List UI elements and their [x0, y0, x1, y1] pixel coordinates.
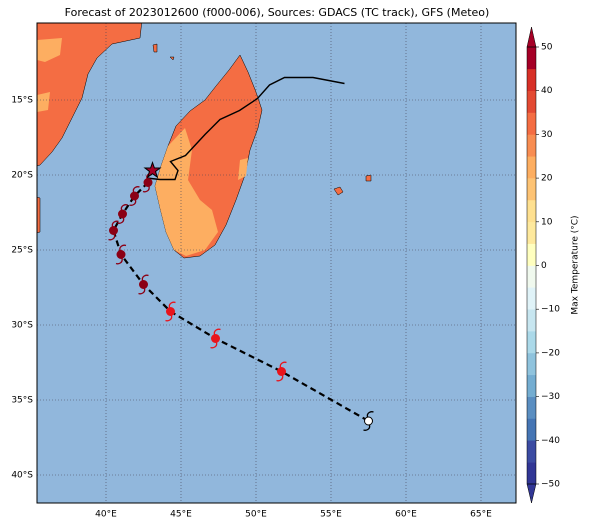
colorbar-tick-label: 50 — [541, 43, 553, 53]
cyclone-eye — [139, 280, 148, 289]
cyclone-arm — [276, 361, 287, 382]
cyclone-arm — [138, 274, 149, 295]
map-title: Forecast of 2023012600 (f000-006), Sourc… — [65, 6, 490, 19]
ocean — [37, 23, 516, 503]
colorbar-tick-label: 40 — [541, 86, 553, 96]
colorbar-tick-label: 30 — [541, 130, 553, 140]
cyclone-eye — [118, 209, 127, 219]
forecast-track — [112, 181, 370, 422]
cyclone-eye — [130, 191, 139, 201]
colorbar-band — [527, 112, 536, 135]
africa — [37, 23, 142, 167]
lat-tick-label: 40°S — [11, 471, 33, 481]
colorbar-label: Max Temperature (°C) — [571, 215, 581, 314]
cyclone-symbol — [115, 244, 127, 265]
cyclone-arm — [108, 220, 119, 241]
lat-tick-label: 35°S — [11, 396, 33, 406]
lon-tick-label: 55°E — [320, 510, 342, 520]
colorbar-band — [527, 47, 536, 70]
colorbar-tick-label: −30 — [541, 392, 560, 402]
colorbar-extend-min — [526, 483, 537, 504]
colorbar-band — [527, 352, 536, 376]
cyclone-symbol — [165, 301, 176, 322]
cyclone-arm — [115, 244, 127, 265]
current-position-star — [143, 160, 162, 179]
colorbar-tick-label: −40 — [541, 436, 560, 446]
lat-tick-label: 15°S — [11, 96, 33, 106]
mauritius — [365, 174, 372, 182]
colorbar-band — [527, 156, 536, 179]
africa-south — [37, 196, 41, 234]
colorbar-band — [527, 418, 536, 441]
map-frame — [36, 22, 517, 504]
cyclone-eye — [143, 178, 153, 187]
colorbar-band — [527, 68, 536, 91]
colorbar-tick-label: −20 — [541, 348, 560, 358]
cyclone-symbol — [363, 411, 374, 431]
cyclone-arm — [363, 411, 374, 431]
colorbar-band — [527, 309, 536, 332]
lon-tick-label: 40°E — [95, 510, 117, 520]
lat-tick-label: 20°S — [11, 171, 33, 181]
colorbar-band — [527, 287, 536, 310]
colorbar-band — [527, 243, 536, 266]
africa-highland — [37, 38, 62, 112]
madagascar-lowland — [155, 128, 248, 256]
colorbar-tick-label: −50 — [541, 480, 560, 490]
cyclone-symbol — [138, 274, 149, 295]
cyclone-eye — [211, 334, 220, 343]
colorbar-band — [527, 462, 536, 485]
colorbar-tick-label: 10 — [541, 217, 553, 227]
cyclone-eye — [116, 250, 126, 259]
cyclone-symbol — [210, 328, 221, 349]
lon-tick-label: 65°E — [470, 510, 492, 520]
cyclone-symbol — [108, 220, 119, 241]
cyclone-eye — [364, 416, 373, 426]
colorbar-band — [527, 440, 536, 463]
cyclone-arm — [165, 301, 176, 322]
cyclone-symbol — [129, 186, 140, 206]
lat-tick-label: 30°S — [11, 321, 33, 331]
cyclone-arm — [210, 328, 221, 349]
lon-tick-label: 50°E — [245, 510, 267, 520]
cyclone-eye — [166, 307, 175, 316]
colorbar-band — [527, 178, 536, 201]
colorbar-band — [527, 90, 536, 113]
colorbar-tick-label: 20 — [541, 174, 553, 184]
cyclone-eye — [109, 226, 118, 235]
reunion — [333, 186, 344, 196]
observed-track — [146, 76, 345, 181]
colorbar-band — [527, 374, 536, 397]
cyclone-arm — [129, 186, 140, 206]
colorbar-tick-label: 0 — [541, 261, 547, 271]
colorbar-band — [527, 221, 536, 244]
cyclone-symbol — [117, 204, 128, 224]
colorbar-band — [527, 134, 536, 157]
colorbar-band — [527, 396, 536, 419]
cyclone-arm — [117, 204, 128, 224]
lat-tick-label: 25°S — [11, 246, 33, 256]
cyclone-symbol — [276, 361, 287, 382]
colorbar-tick-label: −10 — [541, 305, 560, 315]
lon-tick-label: 60°E — [395, 510, 417, 520]
colorbar-band — [527, 199, 536, 223]
colorbar-band — [527, 265, 536, 288]
colorbar-band — [527, 331, 536, 354]
comoros — [152, 43, 175, 61]
lon-tick-label: 45°E — [170, 510, 192, 520]
colorbar-extend-max — [526, 26, 537, 48]
cyclone-eye — [277, 367, 286, 376]
